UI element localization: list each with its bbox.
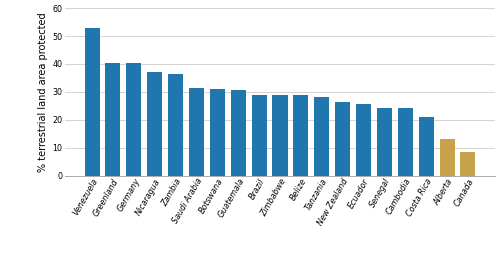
Bar — [314, 97, 330, 176]
Bar — [168, 74, 183, 176]
Bar — [189, 89, 204, 176]
Bar — [147, 72, 162, 176]
Bar — [106, 62, 120, 176]
Bar — [356, 104, 371, 176]
Bar — [440, 139, 454, 176]
Bar — [418, 117, 434, 176]
Bar — [126, 63, 142, 176]
Bar — [294, 95, 308, 176]
Bar — [460, 152, 475, 176]
Bar — [84, 28, 100, 176]
Bar — [398, 108, 413, 176]
Bar — [210, 89, 225, 176]
Bar — [377, 108, 392, 176]
Y-axis label: % terrestrial land area protected: % terrestrial land area protected — [38, 12, 48, 172]
Bar — [252, 95, 266, 176]
Bar — [335, 102, 350, 176]
Bar — [230, 90, 246, 176]
Bar — [272, 95, 287, 176]
